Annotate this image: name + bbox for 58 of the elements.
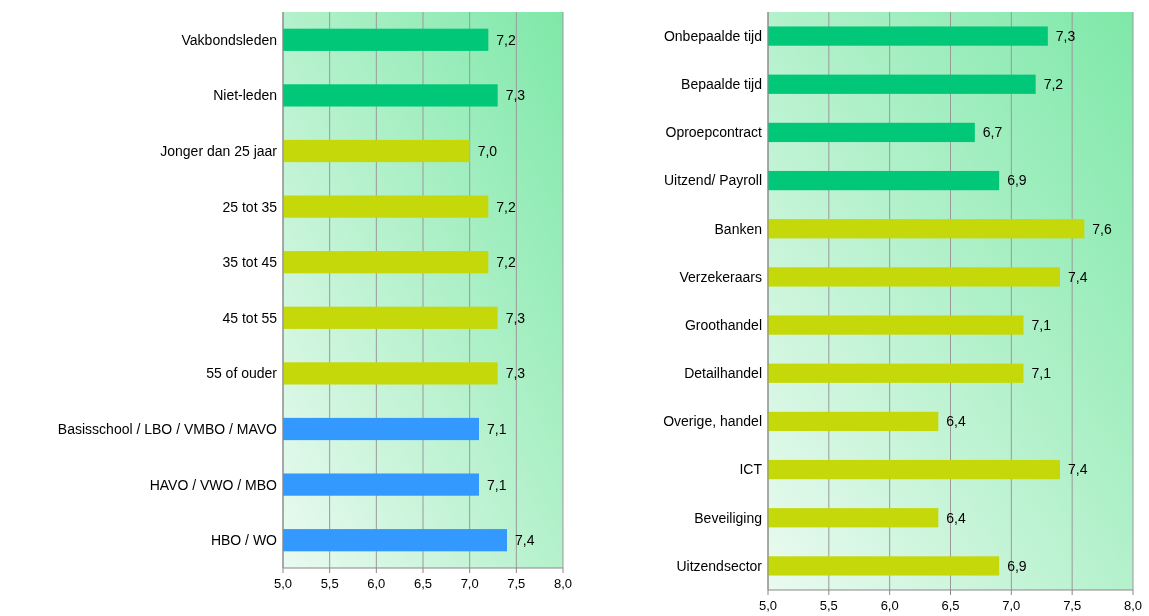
data-label: 7,3 [1055,27,1076,44]
y-tick-label: 55 of ouder [206,365,278,382]
y-tick-label: Jonger dan 25 jaar [160,142,278,159]
data-label: 6,9 [1007,172,1027,189]
y-tick-label: Overige, handel [663,413,762,430]
x-tick-label: 5,0 [273,576,293,591]
x-tick-label: 7,0 [460,576,479,591]
x-tick-label: 6,0 [880,598,899,613]
x-tick-label: 7,5 [1063,598,1082,613]
data-label: 7,1 [1031,365,1052,382]
x-tick-label: 7,5 [507,576,526,591]
data-label: 7,4 [1068,268,1088,285]
x-tick-label: 7,0 [1002,598,1021,613]
data-label: 7,2 [496,254,517,271]
data-label: 7,6 [1092,220,1113,237]
y-tick-label: Groothandel [684,316,762,333]
y-tick-label: Vakbondsleden [181,31,277,48]
y-tick-label: Detailhandel [684,365,762,382]
data-label: 7,1 [487,476,507,493]
data-label: 6,7 [982,124,1003,141]
x-tick-label: 6,5 [413,576,433,591]
x-tick-label: 5,5 [819,598,838,613]
y-tick-label: Basisschool / LBO / VMBO / MAVO [57,420,278,437]
y-tick-label: HBO / WO [210,532,278,549]
data-label: 6,4 [946,413,967,430]
x-tick-label: 8,0 [553,576,573,591]
data-label: 7,3 [505,365,526,382]
data-label: 7,2 [496,31,517,48]
y-tick-label: Beveiliging [694,509,762,526]
data-label: 6,4 [946,509,967,526]
y-tick-label: Onbepaalde tijd [663,27,762,44]
x-tick-label: 8,0 [1123,598,1143,613]
y-tick-label: Verzekeraars [679,268,762,285]
data-label: 7,2 [496,198,517,215]
data-label: 7,3 [505,309,526,326]
y-tick-label: Niet-leden [213,87,277,104]
x-tick-label: 6,0 [367,576,386,591]
data-label: 6,9 [1007,557,1027,574]
data-label: 7,2 [1043,76,1064,93]
x-tick-label: 6,5 [941,598,960,613]
x-tick-label: 5,5 [320,576,339,591]
y-tick-label: ICT [739,461,763,478]
y-tick-label: 35 tot 45 [222,254,278,271]
y-tick-label: Uitzendsector [676,557,763,574]
y-tick-label: Banken [714,220,762,237]
y-tick-label: Bepaalde tijd [681,76,762,93]
data-label: 7,1 [487,420,507,437]
y-tick-label: 45 tot 55 [222,309,278,326]
data-label: 7,3 [505,87,526,104]
x-tick-label: 5,0 [758,598,778,613]
data-label: 7,4 [1068,461,1088,478]
data-label: 7,0 [477,142,498,159]
data-label: 7,1 [1031,316,1052,333]
data-label: 7,4 [515,532,535,549]
y-tick-label: Oproepcontract [665,124,763,141]
y-tick-label: 25 tot 35 [222,198,278,215]
y-tick-label: Uitzend/ Payroll [663,172,762,189]
y-tick-label: HAVO / VWO / MBO [149,476,278,493]
